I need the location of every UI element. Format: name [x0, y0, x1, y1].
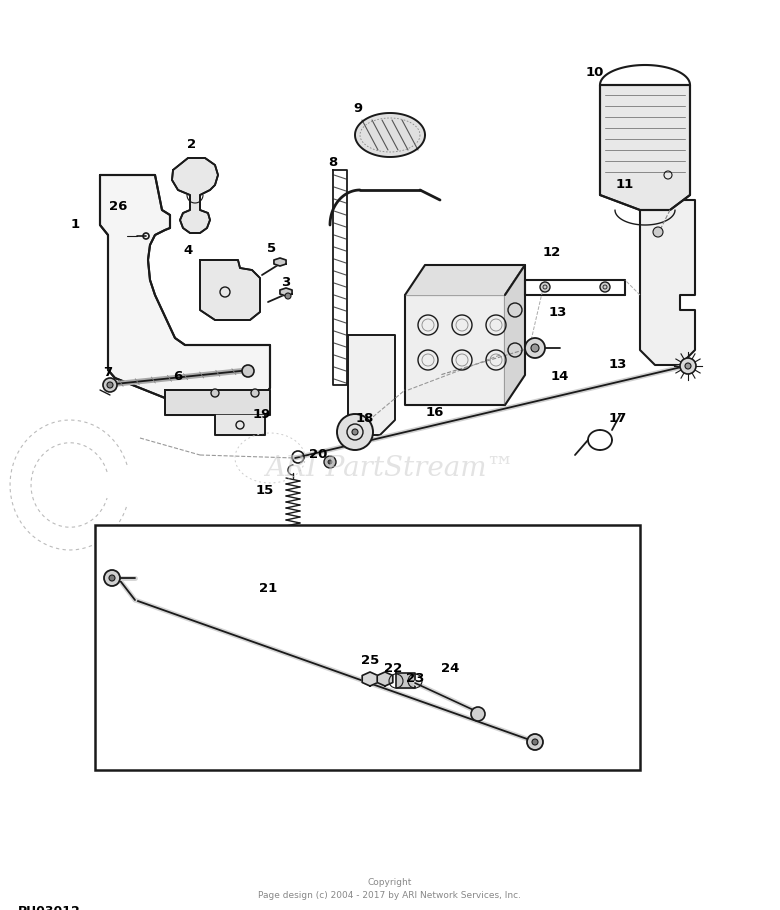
Polygon shape [280, 288, 292, 296]
Text: 7: 7 [104, 366, 112, 379]
Text: Copyright
Page design (c) 2004 - 2017 by ARI Network Services, Inc.: Copyright Page design (c) 2004 - 2017 by… [258, 878, 522, 899]
Text: 5: 5 [268, 241, 277, 255]
Circle shape [285, 293, 291, 299]
Polygon shape [405, 295, 505, 405]
Circle shape [211, 389, 219, 397]
Polygon shape [505, 265, 525, 405]
Circle shape [685, 363, 691, 369]
Text: 12: 12 [543, 247, 561, 259]
Polygon shape [640, 200, 695, 365]
Text: 20: 20 [309, 449, 327, 461]
Bar [127, 224, 137, 252]
Text: 26: 26 [109, 200, 127, 214]
Circle shape [104, 570, 120, 586]
Circle shape [532, 739, 538, 745]
Circle shape [337, 414, 373, 450]
Text: 2: 2 [187, 138, 197, 151]
Circle shape [109, 575, 115, 581]
Circle shape [103, 378, 117, 392]
Text: 16: 16 [426, 407, 444, 420]
Text: 10: 10 [586, 66, 604, 78]
Polygon shape [172, 158, 218, 233]
Text: 15: 15 [256, 483, 274, 497]
Circle shape [471, 707, 485, 721]
Text: 13: 13 [549, 307, 567, 319]
Polygon shape [378, 672, 393, 686]
Text: 9: 9 [353, 102, 363, 115]
Polygon shape [362, 672, 378, 686]
Polygon shape [274, 258, 286, 266]
Text: 17: 17 [609, 411, 627, 424]
Text: 13: 13 [609, 359, 627, 371]
Text: 19: 19 [253, 409, 271, 421]
Text: 6: 6 [173, 370, 183, 383]
Text: 25: 25 [361, 653, 379, 666]
Polygon shape [348, 335, 395, 435]
Circle shape [328, 460, 332, 464]
Circle shape [531, 344, 539, 352]
Polygon shape [200, 260, 260, 320]
Circle shape [324, 456, 336, 468]
Polygon shape [215, 415, 265, 435]
Circle shape [540, 282, 550, 292]
Circle shape [653, 227, 663, 237]
Text: 23: 23 [406, 672, 424, 684]
Text: 22: 22 [384, 662, 402, 674]
Text: PU03012: PU03012 [18, 905, 81, 910]
Circle shape [525, 338, 545, 358]
Text: 11: 11 [616, 178, 634, 191]
Bar [95, 525, 640, 770]
Text: 3: 3 [282, 276, 291, 288]
Bar [180, 395, 240, 407]
Text: 18: 18 [356, 411, 374, 424]
Circle shape [600, 282, 610, 292]
Bar [127, 224, 137, 252]
Text: ARI PartStream™: ARI PartStream™ [265, 454, 515, 481]
Text: 4: 4 [183, 244, 193, 257]
Text: 21: 21 [259, 581, 277, 594]
Text: 8: 8 [328, 156, 338, 168]
Circle shape [107, 382, 113, 388]
Text: 24: 24 [441, 662, 459, 674]
Polygon shape [396, 673, 415, 688]
Text: 1: 1 [70, 218, 80, 231]
Circle shape [527, 734, 543, 750]
Circle shape [352, 429, 358, 435]
Circle shape [680, 358, 696, 374]
Polygon shape [165, 390, 270, 415]
Text: 14: 14 [551, 370, 569, 383]
Polygon shape [355, 113, 425, 157]
Polygon shape [405, 265, 525, 295]
Polygon shape [100, 175, 270, 412]
Polygon shape [600, 85, 690, 210]
Bar [645, 330, 660, 342]
Circle shape [251, 389, 259, 397]
Circle shape [242, 365, 254, 377]
